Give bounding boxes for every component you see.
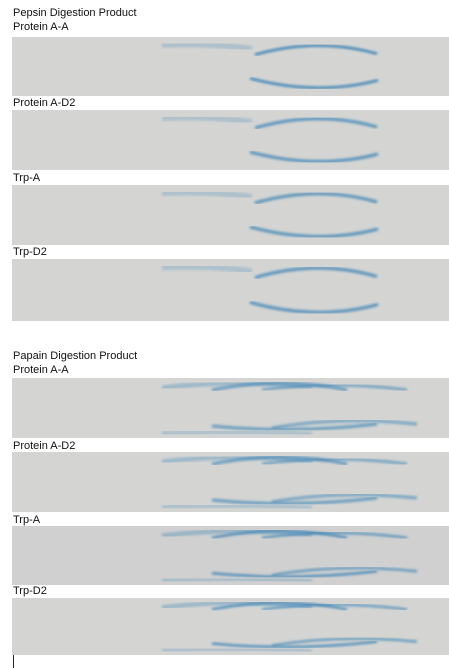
figure: Pepsin Digestion Product Protein A-A Prote… [0,0,449,668]
panel-label: Protein A-A [13,21,69,33]
section-title: Papain Digestion Product [13,350,137,362]
gel-image [12,526,449,585]
panel-label: Protein A-A [13,364,69,376]
gel-image [12,37,449,96]
panel-label: Trp-A [13,172,40,184]
panel-label: Protein A-D2 [13,97,75,109]
panel-label: Protein A-D2 [13,440,75,452]
precipitin-arc [162,432,312,434]
gel-image [12,185,449,245]
panel-label: Trp-D2 [13,585,47,597]
text-cursor [13,655,14,668]
panel-label: Trp-A [13,514,40,526]
precipitin-arc [162,506,312,508]
precipitin-arc [162,579,312,581]
gel-image [12,110,449,170]
section-title: Pepsin Digestion Product [13,7,137,19]
gel-image [12,378,449,438]
gel-image [12,452,449,512]
gel-image [12,598,449,655]
gel-image [12,259,449,321]
panel-label: Trp-D2 [13,246,47,258]
precipitin-arc [162,649,312,651]
